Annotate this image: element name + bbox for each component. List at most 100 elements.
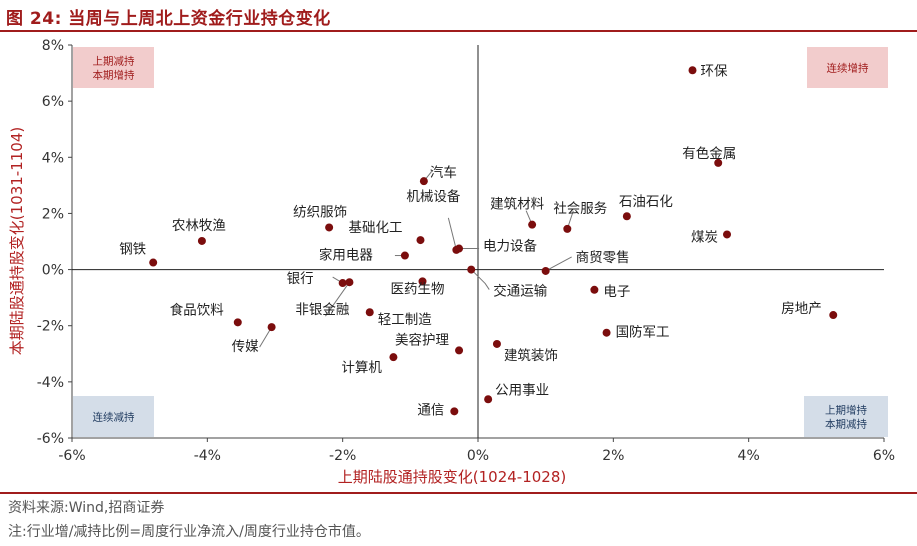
quadrant-bottom-right-box [804, 396, 888, 437]
data-point [365, 308, 374, 317]
point-label: 汽车 [430, 164, 457, 181]
point-label: 计算机 [341, 360, 382, 376]
point-label: 通信 [417, 402, 444, 418]
point-label: 电力设备 [483, 238, 537, 255]
quadrant-bottom-left-text: 连续减持 [93, 411, 135, 424]
data-point [450, 407, 459, 416]
data-point [528, 220, 537, 229]
data-point [418, 277, 427, 286]
footer-source: 资料来源:Wind,招商证券 [8, 500, 165, 516]
x-tick-label: 2% [602, 448, 624, 464]
point-label: 煤炭 [691, 229, 718, 245]
quadrant-bottom-left-box [73, 396, 154, 437]
quadrant-bottom-right-text: 本期减持 [825, 418, 867, 431]
data-point [541, 266, 550, 275]
data-point [484, 395, 493, 404]
x-tick-label: 0% [467, 448, 489, 464]
quadrant-top-left-box [73, 47, 154, 88]
data-point [400, 251, 409, 260]
point-label: 房地产 [781, 301, 822, 317]
point-label: 环保 [701, 63, 728, 79]
point-label: 美容护理 [395, 331, 449, 348]
point-label: 非银金融 [295, 302, 349, 318]
data-point [602, 328, 611, 337]
point-label: 传媒 [232, 339, 259, 355]
data-point [829, 311, 838, 320]
data-point [563, 224, 572, 233]
data-point [714, 158, 723, 167]
point-label: 农林牧渔 [172, 218, 226, 234]
data-point [452, 245, 461, 254]
data-point [389, 353, 398, 362]
y-tick-label: -4% [37, 375, 64, 391]
data-point [419, 177, 428, 186]
x-tick-label: 6% [873, 448, 895, 464]
data-point [723, 230, 732, 239]
data-points [149, 66, 838, 416]
point-label: 机械设备 [406, 188, 460, 205]
y-tick-label: 4% [42, 150, 64, 166]
data-point [455, 346, 464, 355]
data-point [149, 258, 158, 267]
y-tick-label: -2% [37, 319, 64, 335]
chart-title: 图 24: 当周与上周北上资金行业持仓变化 [6, 9, 331, 29]
point-label: 有色金属 [682, 145, 736, 162]
leader-line [447, 217, 457, 251]
point-label: 家用电器 [319, 247, 373, 264]
data-point [590, 285, 599, 294]
y-tick-label: -6% [37, 431, 64, 447]
data-point [267, 323, 276, 332]
point-label: 钢铁 [119, 242, 146, 258]
x-tick-label: -2% [329, 448, 356, 464]
quadrant-top-right-box [807, 47, 888, 88]
data-point [338, 279, 347, 288]
point-label: 商贸零售 [576, 250, 630, 266]
point-label: 电子 [603, 284, 630, 300]
point-label: 食品饮料 [170, 301, 224, 318]
point-label: 石油石化 [619, 194, 673, 210]
point-label: 基础化工 [348, 219, 402, 236]
x-tick-label: -4% [194, 448, 221, 464]
point-label: 建筑材料 [490, 197, 544, 213]
leader-line [545, 256, 572, 272]
point-label: 社会服务 [553, 201, 607, 217]
y-tick-label: 6% [42, 94, 64, 110]
y-axis-label: 本期陆股通持股变化(1031-1104) [8, 127, 26, 355]
point-label: 纺织服饰 [293, 204, 347, 220]
data-point [492, 339, 501, 348]
data-point [416, 236, 425, 245]
y-tick-label: 2% [42, 206, 64, 222]
point-label: 银行 [287, 271, 314, 287]
point-label: 医药生物 [391, 281, 445, 297]
data-point [622, 212, 631, 221]
x-tick-label: -6% [58, 448, 85, 464]
y-tick-label: 8% [42, 38, 64, 54]
point-label: 国防军工 [616, 325, 670, 341]
footer-note: 注:行业增/减持比例=周度行业净流入/周度行业持仓市值。 [8, 524, 370, 540]
data-point [197, 236, 206, 245]
quadrant-top-left-text: 本期增持 [93, 69, 135, 82]
footer-rule [0, 492, 917, 494]
data-point [688, 66, 697, 75]
leader-line [470, 269, 490, 290]
x-axis-label: 上期陆股通持股变化(1024-1028) [338, 468, 566, 486]
quadrant-bottom-right-text: 上期增持 [825, 404, 867, 417]
point-label: 轻工制造 [378, 312, 432, 328]
data-point [325, 223, 334, 232]
quadrant-top-left-text: 上期减持 [93, 55, 135, 68]
data-point [467, 265, 476, 274]
axes: -6% -4% -2% 0% 2% 4% 6% 8% 6% 4% 2% 0% -2% -4% -6% [37, 38, 895, 464]
data-point [345, 278, 354, 287]
quadrant-top-right-text: 连续增持 [827, 62, 869, 75]
point-label: 交通运输 [493, 283, 547, 300]
leader-line [325, 281, 350, 317]
title-rule [0, 30, 917, 32]
x-tick-label: 4% [738, 448, 760, 464]
point-label: 公用事业 [495, 382, 549, 398]
point-label: 建筑装饰 [504, 348, 558, 364]
y-tick-label: 0% [42, 263, 64, 279]
data-point [233, 318, 242, 327]
